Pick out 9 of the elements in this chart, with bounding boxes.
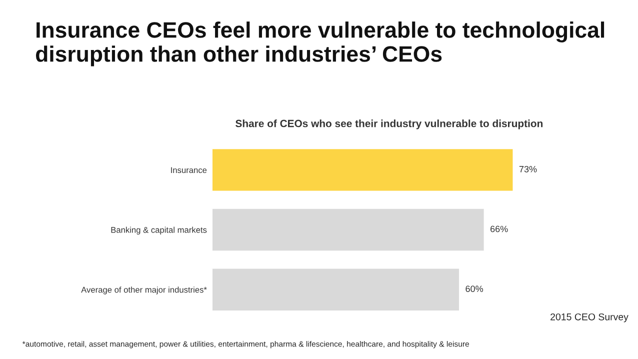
data-label: 66%	[490, 226, 508, 232]
chart-title: Insurance CEOs feel more vulnerable to technological disruption than other industries’ CEOs	[36, 22, 604, 66]
text: 2015 CEO Survey	[550, 313, 628, 322]
y-tick-label: Insurance	[171, 167, 207, 174]
data-label: 73%	[519, 166, 537, 172]
y-tick-label: Average of other major industries*	[81, 286, 207, 294]
data-label: 60%	[466, 286, 484, 292]
chart-subtitle: Share of CEOs who see their industry vulnerable to disruption	[236, 120, 543, 130]
y-tick-label: Banking & capital markets	[111, 226, 207, 235]
